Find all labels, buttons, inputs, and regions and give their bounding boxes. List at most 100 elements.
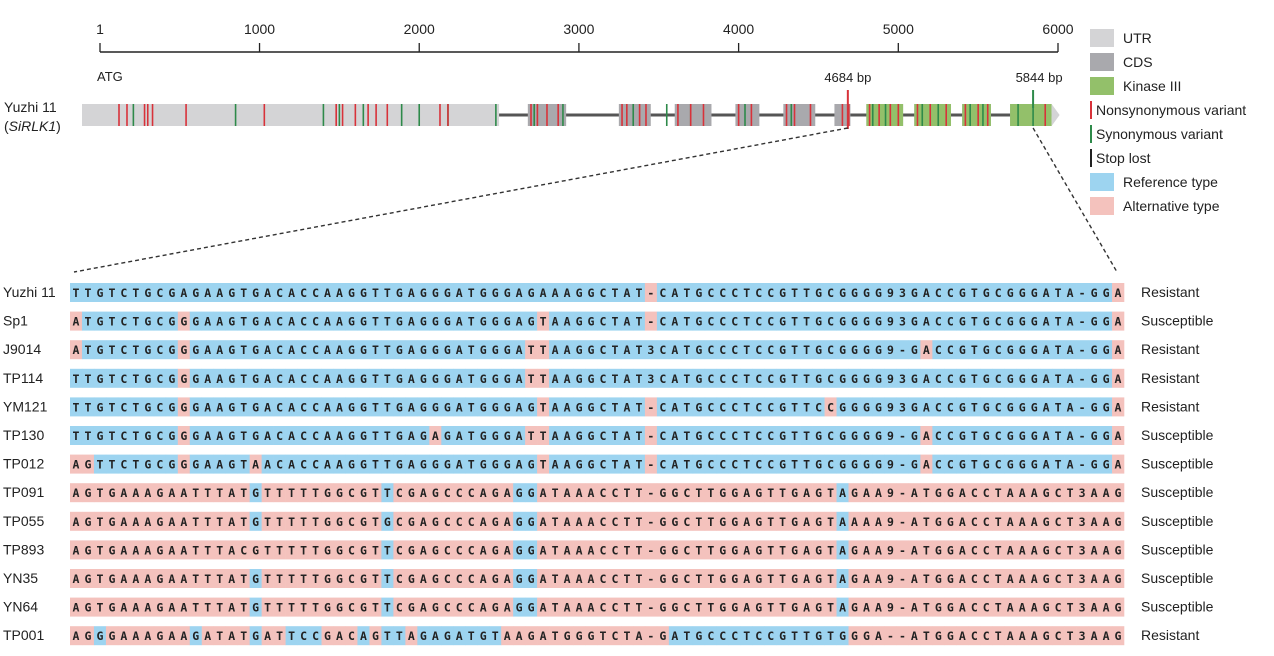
- base-letter: T: [683, 372, 690, 386]
- base-letter: G: [84, 543, 91, 557]
- base-letter: A: [540, 601, 547, 615]
- ref-base-cell: [549, 283, 562, 302]
- ref-base-cell: [297, 426, 310, 445]
- ref-base-cell: [429, 397, 442, 417]
- base-letter: G: [659, 515, 666, 529]
- ref-base-cell: [620, 454, 634, 474]
- base-letter: G: [1115, 572, 1122, 586]
- base-letter: C: [276, 372, 283, 386]
- phenotype-label: Susceptible: [1141, 599, 1214, 615]
- base-letter: G: [168, 429, 175, 443]
- legend-label: UTR: [1123, 30, 1152, 46]
- ref-base-cell: [129, 426, 143, 445]
- base-letter: A: [228, 601, 235, 615]
- base-letter: T: [683, 286, 690, 300]
- gene-symbol: SiRLK1: [9, 118, 56, 134]
- base-letter: -: [647, 543, 654, 557]
- base-letter: T: [312, 515, 319, 529]
- ref-base-cell: [441, 311, 454, 331]
- alt-base-cell: [740, 483, 754, 503]
- ref-base-cell: [597, 283, 610, 302]
- ref-base-cell: [201, 283, 215, 302]
- ref-base-cell: [632, 283, 646, 302]
- ref-base-cell: [297, 397, 310, 417]
- sample-name: YN35: [3, 570, 38, 586]
- base-letter: T: [384, 572, 391, 586]
- base-letter: G: [192, 315, 199, 329]
- ref-base-cell: [776, 340, 789, 360]
- ref-base-cell: [968, 311, 981, 331]
- base-letter: C: [659, 400, 666, 414]
- base-letter: G: [983, 400, 990, 414]
- base-letter: G: [1043, 515, 1050, 529]
- base-letter: A: [336, 400, 343, 414]
- base-letter: A: [480, 543, 487, 557]
- base-letter: G: [444, 315, 451, 329]
- ref-base-cell: [836, 340, 849, 360]
- base-letter: A: [552, 286, 559, 300]
- base-letter: T: [803, 629, 810, 643]
- base-letter: A: [168, 486, 175, 500]
- ref-base-cell: [908, 397, 921, 417]
- ref-base-cell: [824, 426, 837, 445]
- base-letter: G: [815, 429, 822, 443]
- base-letter: G: [719, 543, 726, 557]
- base-letter: A: [1031, 629, 1038, 643]
- base-letter: C: [827, 343, 834, 357]
- base-letter: T: [995, 601, 1002, 615]
- base-letter: G: [252, 486, 259, 500]
- base-letter: G: [911, 400, 918, 414]
- ref-base-cell: [788, 283, 801, 302]
- ref-base-cell: [740, 340, 754, 360]
- base-letter: A: [168, 515, 175, 529]
- base-letter: A: [588, 486, 595, 500]
- base-letter: T: [468, 629, 475, 643]
- ref-base-cell: [836, 454, 849, 474]
- ref-base-cell: [417, 340, 430, 360]
- base-letter: A: [120, 629, 127, 643]
- base-letter: T: [300, 486, 307, 500]
- base-letter: G: [1019, 429, 1026, 443]
- base-letter: G: [1007, 343, 1014, 357]
- ref-base-cell: [333, 283, 346, 302]
- base-letter: A: [875, 629, 882, 643]
- base-letter: G: [252, 429, 259, 443]
- ref-base-cell: [129, 311, 143, 331]
- base-letter: C: [683, 572, 690, 586]
- base-letter: G: [180, 315, 187, 329]
- base-letter: T: [1067, 543, 1074, 557]
- base-letter: A: [132, 629, 139, 643]
- alt-base-cell: [824, 483, 837, 503]
- base-letter: A: [540, 629, 547, 643]
- base-letter: G: [851, 286, 858, 300]
- base-letter: C: [300, 429, 307, 443]
- ref-base-cell: [848, 368, 861, 388]
- base-letter: T: [923, 515, 930, 529]
- kinase-region: [962, 104, 991, 126]
- base-letter: A: [1031, 543, 1038, 557]
- ref-base-cell: [525, 397, 538, 417]
- ref-base-cell: [201, 397, 215, 417]
- ref-base-cell: [201, 340, 215, 360]
- base-letter: A: [923, 286, 930, 300]
- base-letter: G: [815, 372, 822, 386]
- base-letter: G: [432, 458, 439, 472]
- ref-base-cell: [1016, 340, 1029, 360]
- base-letter: G: [96, 343, 103, 357]
- base-letter: T: [276, 629, 283, 643]
- base-letter: T: [384, 429, 391, 443]
- alt-base-cell: [177, 426, 191, 445]
- ref-base-cell: [561, 397, 574, 417]
- base-letter: G: [851, 315, 858, 329]
- alt-base-cell: [81, 483, 95, 503]
- base-letter: -: [899, 486, 906, 500]
- ref-base-cell: [429, 311, 442, 331]
- base-letter: G: [779, 458, 786, 472]
- base-letter: C: [683, 486, 690, 500]
- base-letter: A: [1103, 629, 1110, 643]
- ref-base-cell: [381, 397, 394, 417]
- ref-base-cell: [309, 454, 322, 474]
- base-letter: C: [719, 629, 726, 643]
- ref-base-cell: [1028, 340, 1041, 360]
- base-letter: 3: [1079, 629, 1086, 643]
